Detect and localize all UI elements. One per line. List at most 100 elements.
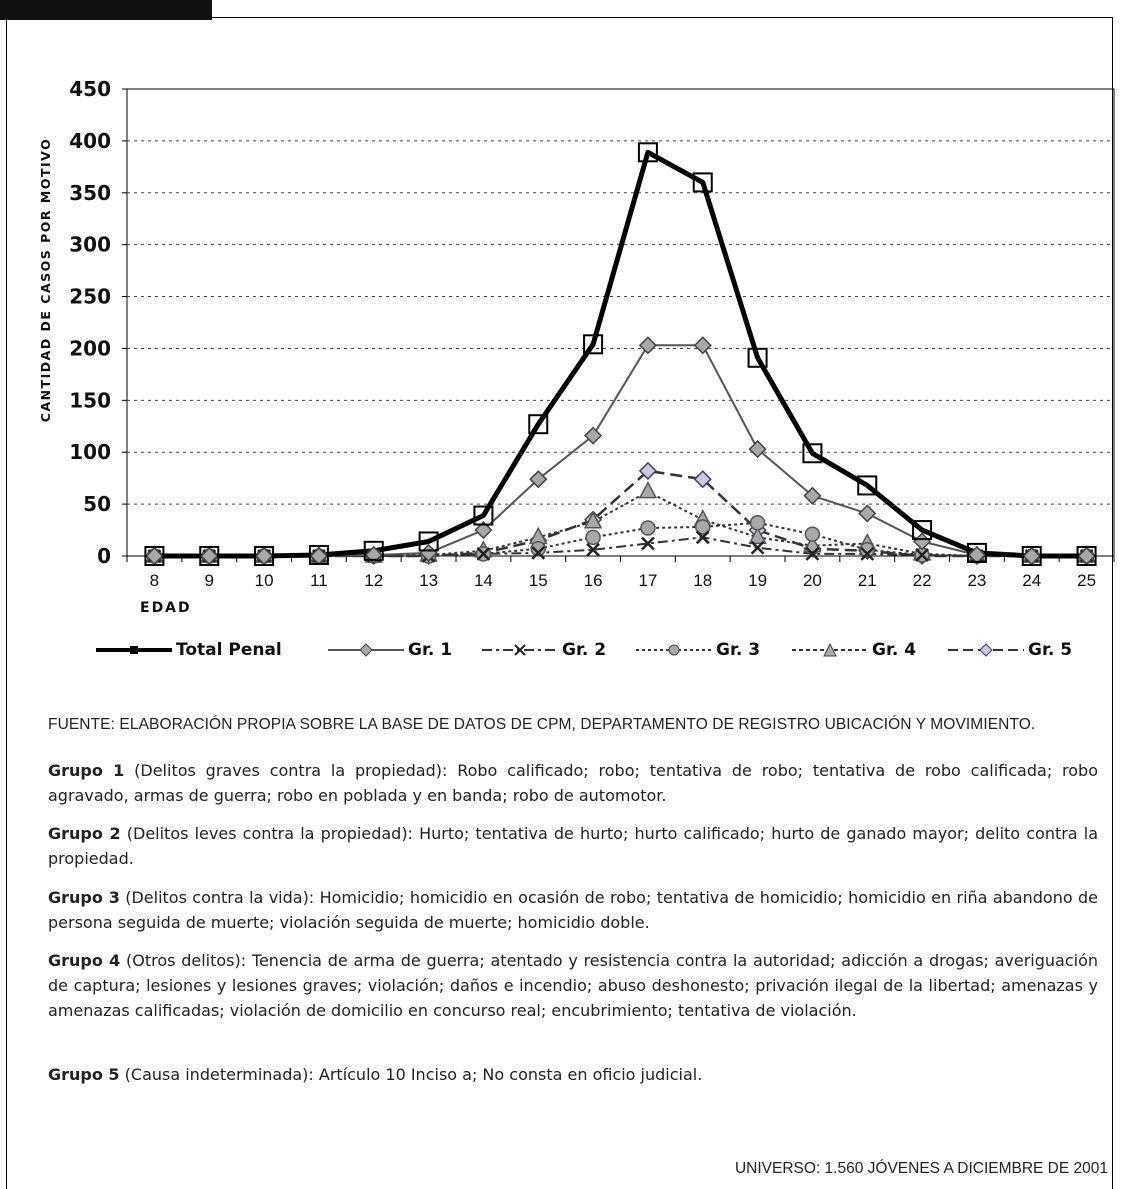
series-5-point — [693, 470, 712, 489]
header-tab-bar — [0, 0, 212, 20]
series-1-point — [638, 336, 657, 355]
series-1-point — [474, 520, 493, 540]
series-1-point — [693, 336, 712, 355]
x-tick-label: 8 — [150, 571, 159, 590]
x-tick-label: 20 — [803, 571, 822, 590]
series-0-point — [637, 142, 658, 163]
series-0-point — [254, 546, 275, 566]
x-axis-label: EDAD — [140, 600, 192, 616]
legend-label-total: Total Penal — [176, 640, 282, 660]
group-2-description: Grupo 2 (Delitos leves contra la propied… — [48, 821, 1098, 871]
legend-label-gr1: Gr. 1 — [408, 640, 453, 660]
series-2-point — [805, 547, 820, 561]
legend-item-gr4: Gr. 4 — [792, 640, 916, 660]
legend-swatch-gr4 — [792, 642, 868, 657]
legend-swatch-gr5 — [948, 643, 1024, 657]
legend-item-total: Total Penal — [96, 640, 282, 660]
series-0-point — [363, 540, 384, 561]
series-1-point — [803, 486, 822, 505]
series-1-point — [913, 532, 932, 551]
series-2-point — [531, 546, 546, 560]
legend-item-gr5: Gr. 5 — [948, 640, 1072, 660]
y-tick-label: 250 — [69, 285, 111, 309]
group-4-description: Grupo 4 (Otros delitos): Tenencia de arm… — [48, 948, 1098, 1023]
series-3-point — [695, 519, 711, 535]
series-0-point — [857, 475, 878, 496]
series-0-point — [1076, 546, 1097, 566]
page-frame — [6, 17, 1113, 1189]
group-3-description: Grupo 3 (Delitos contra la vida): Homici… — [48, 885, 1098, 935]
x-tick-label: 10 — [255, 571, 274, 590]
series-line-1 — [154, 344, 1087, 557]
series-2-point — [915, 548, 929, 562]
series-0-point — [1021, 546, 1042, 566]
x-tick-label: 16 — [584, 571, 603, 590]
x-tick-label: 11 — [310, 571, 328, 590]
group-4-text: (Otros delitos): Tenencia de arma de gue… — [48, 951, 1099, 1020]
chart-legend: Total Penal Gr. 1 Gr. 2 Gr. 3 Gr. 4 Gr. … — [96, 636, 1076, 666]
y-tick-label: 300 — [69, 233, 111, 257]
series-3-point — [585, 529, 601, 546]
series-4-point — [638, 481, 658, 499]
series-2-point — [476, 547, 491, 561]
group-4-label: Grupo 4 — [48, 951, 121, 970]
y-tick-label: 350 — [69, 181, 111, 205]
series-3-point — [749, 515, 766, 531]
y-axis-label: CANTIDAD DE CASOS POR MOTIVO — [38, 138, 53, 422]
line-chart: 0 50 100 150 200 250 300 350 400 450 8 9 10 11 12 13 14 1… — [38, 77, 1115, 616]
series-0-point — [966, 542, 987, 563]
series-0-point — [308, 544, 329, 565]
legend-item-gr1: Gr. 1 — [328, 640, 452, 660]
plot-area — [126, 88, 1115, 557]
x-tick-label: 24 — [1022, 571, 1041, 590]
series-0-point — [418, 531, 439, 552]
series-4-point — [803, 535, 822, 553]
y-tick-label: 450 — [69, 77, 111, 101]
group-2-text: (Delitos leves contra la propiedad): Hur… — [48, 824, 1099, 868]
y-tick-label: 0 — [97, 544, 111, 568]
x-tick-label: 15 — [529, 571, 548, 590]
series-2-point — [860, 547, 875, 561]
universe-note: UNIVERSO: 1.560 JÓVENES A DICIEMBRE DE 2… — [734, 1160, 1108, 1177]
x-tick-label: 13 — [419, 571, 438, 590]
series-1-point — [529, 470, 548, 489]
x-tick-label: 17 — [638, 571, 657, 590]
series-0-point — [692, 172, 713, 193]
y-tick-label: 50 — [83, 492, 111, 516]
series-3-point — [530, 540, 546, 557]
series-0-point — [199, 546, 220, 566]
group-5-description: Grupo 5 (Causa indeterminada): Artículo … — [48, 1062, 1098, 1087]
x-tick-label: 21 — [858, 571, 877, 590]
series-line-5 — [154, 469, 1087, 558]
x-tick-label: 19 — [748, 571, 767, 590]
series-0-point — [144, 546, 165, 566]
series-2-point — [586, 542, 600, 557]
x-tick-label: 18 — [693, 571, 712, 590]
series-0-point — [583, 334, 604, 355]
group-5-text: (Causa indeterminada): Artículo 10 Incis… — [119, 1065, 703, 1084]
series-3-point — [859, 542, 875, 558]
x-tick-label: 22 — [913, 571, 932, 590]
source-note: FUENTE: ELABORACIÓN PROPIA SOBRE LA BASE… — [48, 716, 1036, 733]
series-1-point — [584, 426, 603, 445]
y-tick-label: 200 — [69, 336, 111, 360]
legend-swatch-gr2 — [482, 644, 558, 656]
series-4-point — [748, 526, 767, 545]
group-3-label: Grupo 3 — [48, 888, 120, 907]
legend-label-gr3: Gr. 3 — [716, 640, 761, 660]
legend-swatch-total — [96, 646, 172, 654]
y-tick-label: 400 — [69, 129, 111, 153]
series-2-point — [695, 530, 710, 545]
series-4-point — [583, 511, 603, 529]
series-1-point — [748, 440, 767, 459]
legend-label-gr2: Gr. 2 — [562, 640, 607, 660]
series-0-point — [473, 505, 494, 526]
series-0-point — [528, 414, 549, 435]
group-3-text: (Delitos contra la vida): Homicidio; hom… — [48, 888, 1098, 932]
x-tick-label: 9 — [205, 571, 214, 590]
series-1-point — [967, 545, 986, 565]
x-tick-label: 12 — [364, 571, 383, 590]
y-tick-label: 100 — [69, 440, 111, 464]
series-2-point — [750, 540, 765, 555]
group-2-label: Grupo 2 — [48, 824, 121, 843]
